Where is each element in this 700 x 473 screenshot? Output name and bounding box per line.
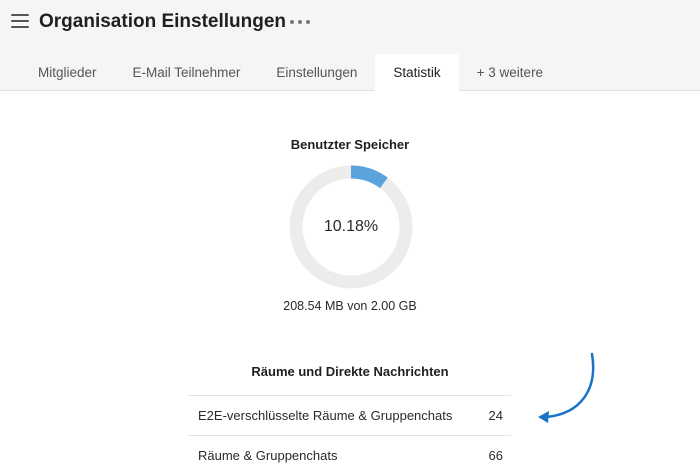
annotation-arrow-icon [538,352,595,423]
table-row: E2E-verschlüsselte Räume & Gruppenchats … [189,395,511,435]
more-options-icon[interactable] [290,15,310,29]
row-value: 24 [488,408,503,423]
tab-email-teilnehmer[interactable]: E-Mail Teilnehmer [132,65,241,80]
tab-einstellungen[interactable]: Einstellungen [276,65,358,80]
header-bar: Organisation Einstellungen Mitglieder E-… [0,0,700,91]
tab-mitglieder[interactable]: Mitglieder [38,65,97,80]
storage-usage-text: 208.54 MB von 2.00 GB [283,299,417,313]
rooms-title: Räume und Direkte Nachrichten [251,364,449,379]
arrow-curve [544,352,595,419]
donut-fill [289,165,413,289]
row-label: Räume & Gruppenchats [198,448,338,463]
rooms-stats-table: E2E-verschlüsselte Räume & Gruppenchats … [189,395,511,473]
tab-statistik[interactable]: Statistik [375,54,459,91]
row-label: E2E-verschlüsselte Räume & Gruppenchats [198,408,453,423]
arrow-head [538,411,549,423]
tab-more[interactable]: + 3 weitere [476,65,544,80]
storage-percent: 10.18% [323,218,379,235]
storage-donut-chart [289,165,413,289]
hamburger-menu-icon[interactable] [11,14,29,30]
row-value: 66 [488,448,503,463]
tab-bar: Mitglieder E-Mail Teilnehmer Einstellung… [20,54,561,91]
storage-title: Benutzter Speicher [290,137,410,152]
table-row: Räume & Gruppenchats 66 [189,435,511,473]
page-title: Organisation Einstellungen [39,11,287,32]
